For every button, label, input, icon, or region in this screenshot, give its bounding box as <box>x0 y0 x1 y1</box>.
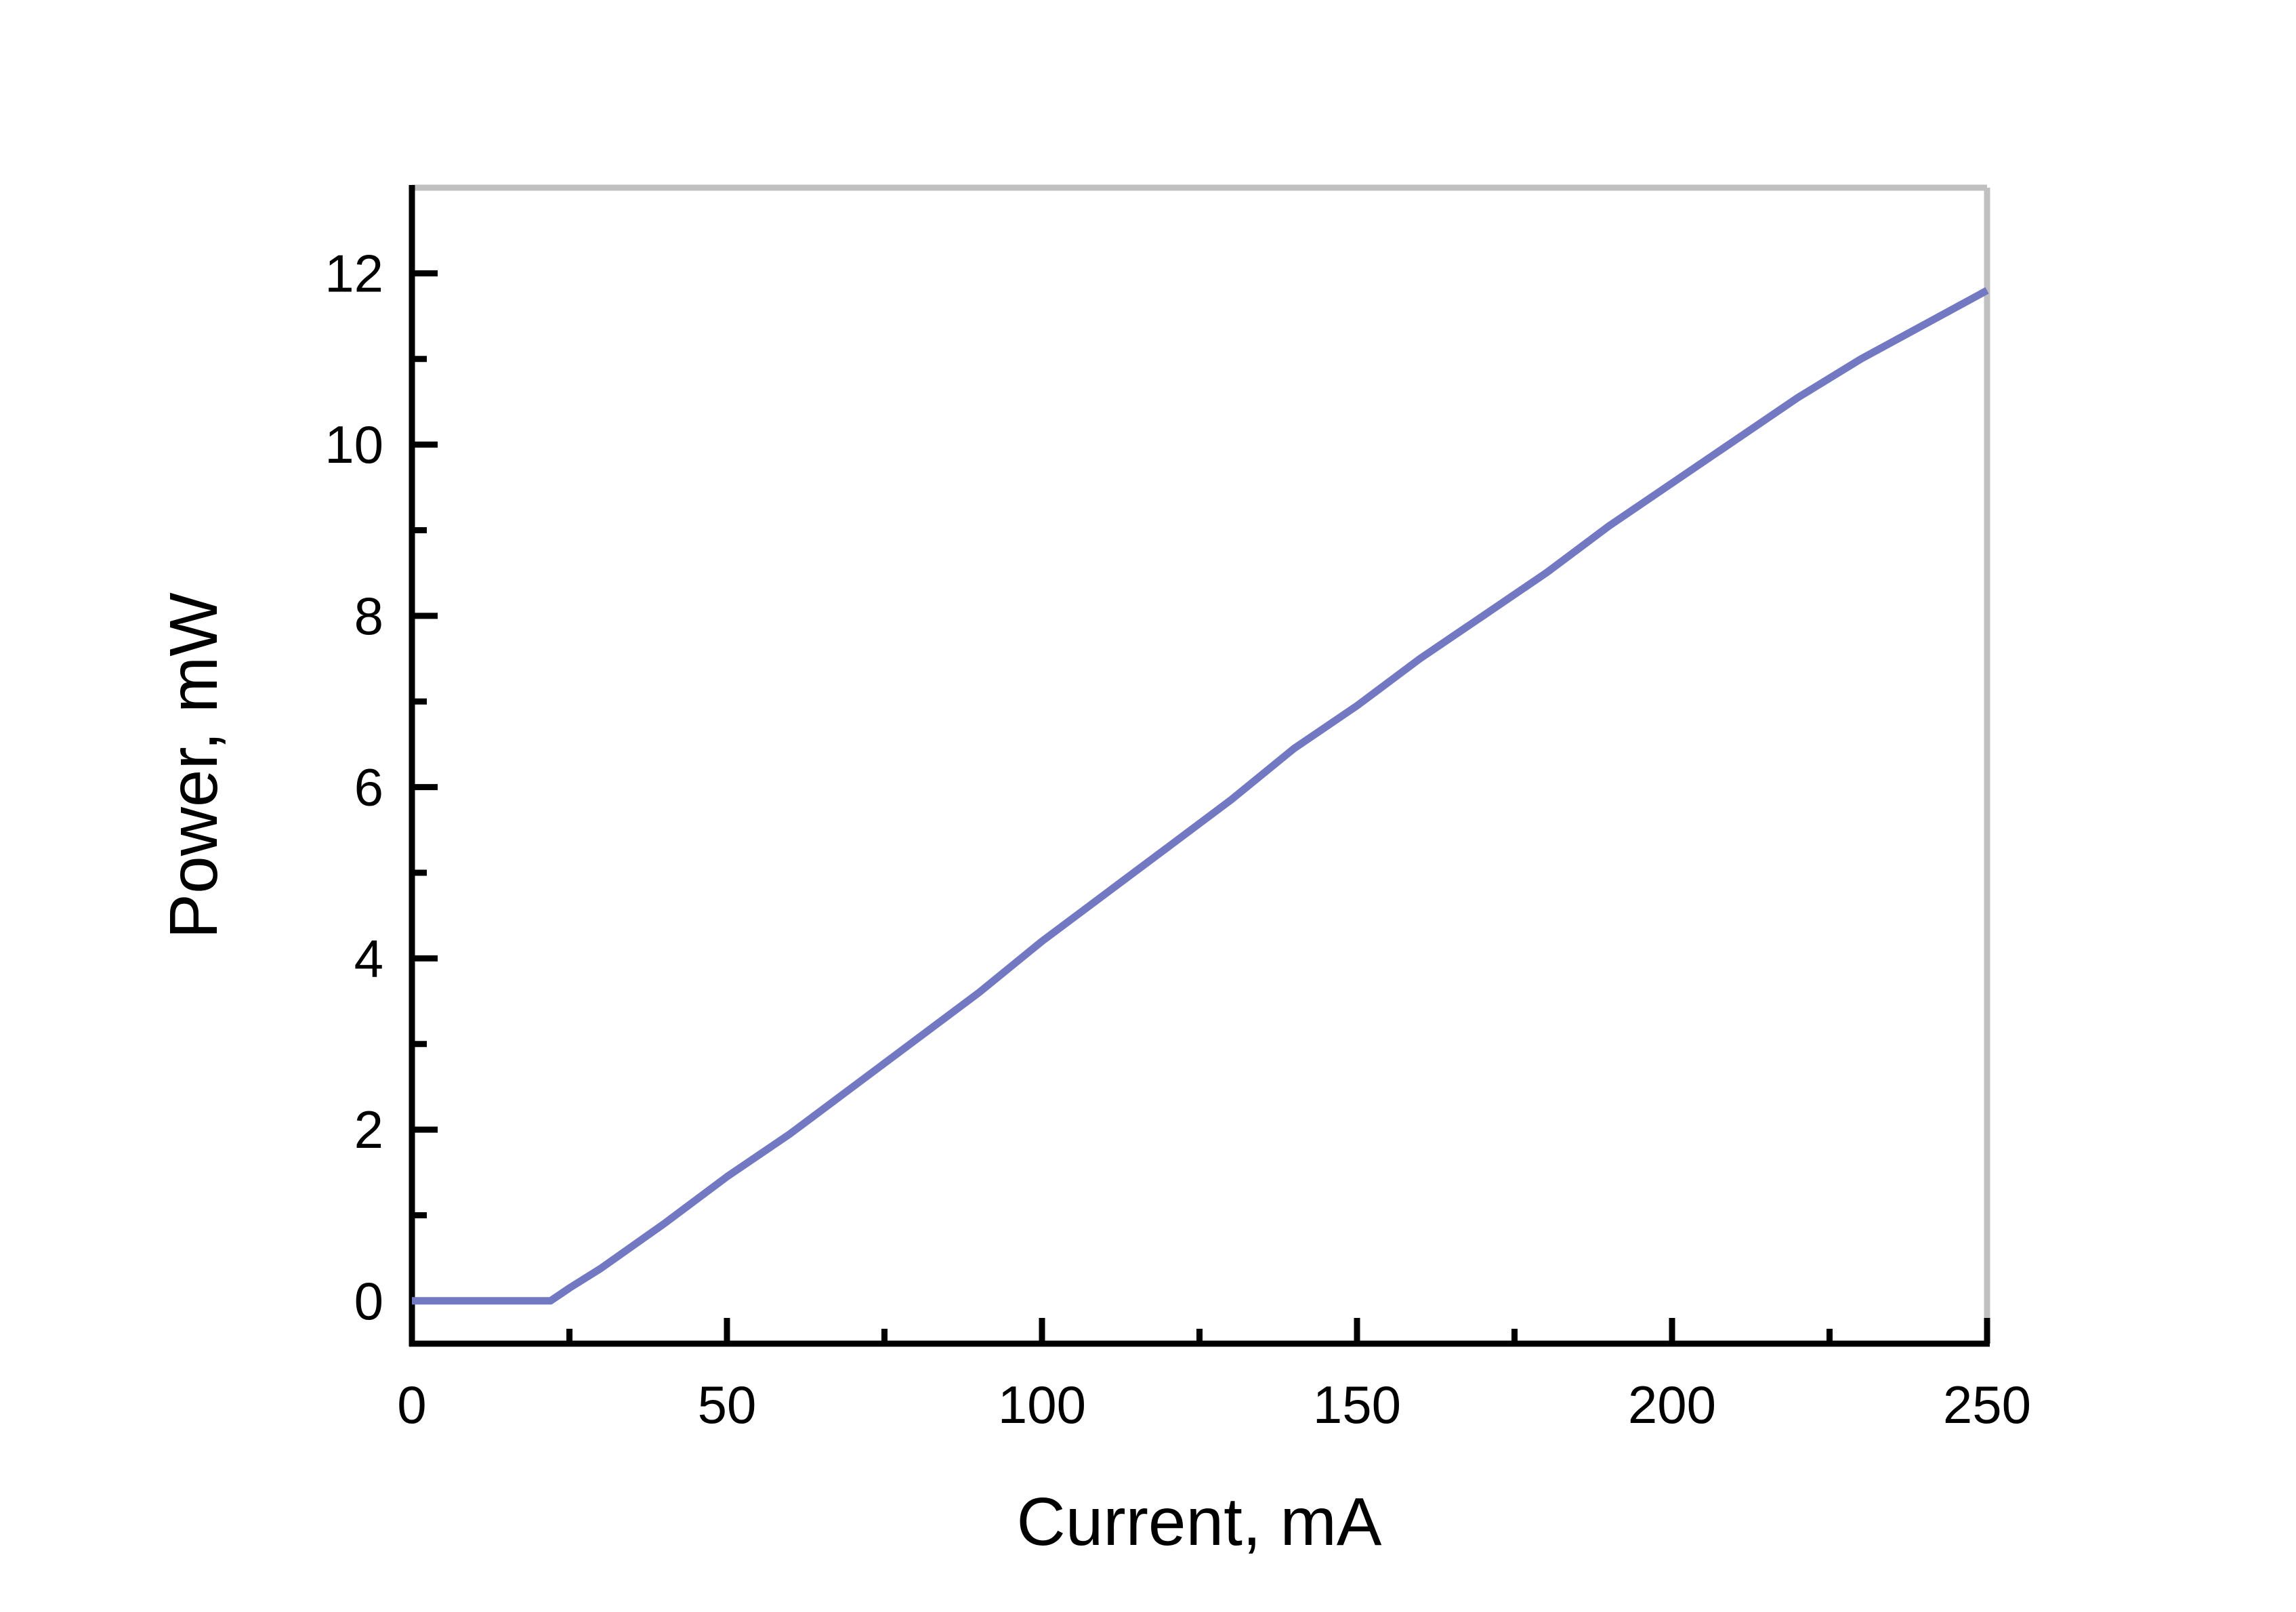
y-tick-label: 10 <box>325 415 383 474</box>
y-tick-label: 8 <box>354 586 383 646</box>
data-line <box>412 287 1989 1305</box>
y-tick-label: 0 <box>354 1271 383 1331</box>
x-axis-title: Current, mA <box>1016 1484 1381 1560</box>
x-tick-label: 0 <box>397 1375 426 1434</box>
x-tick-label: 50 <box>698 1375 757 1434</box>
x-tick-label: 150 <box>1313 1375 1401 1434</box>
y-axis-title: Power, mW <box>156 592 232 939</box>
y-tick-label: 4 <box>354 928 383 988</box>
y-tick-label: 2 <box>354 1100 383 1159</box>
x-tick-label: 200 <box>1628 1375 1716 1434</box>
y-tick-label: 12 <box>325 243 383 303</box>
y-tick-label: 6 <box>354 758 383 817</box>
x-tick-label: 100 <box>998 1375 1086 1434</box>
x-tick-label: 250 <box>1943 1375 2031 1434</box>
